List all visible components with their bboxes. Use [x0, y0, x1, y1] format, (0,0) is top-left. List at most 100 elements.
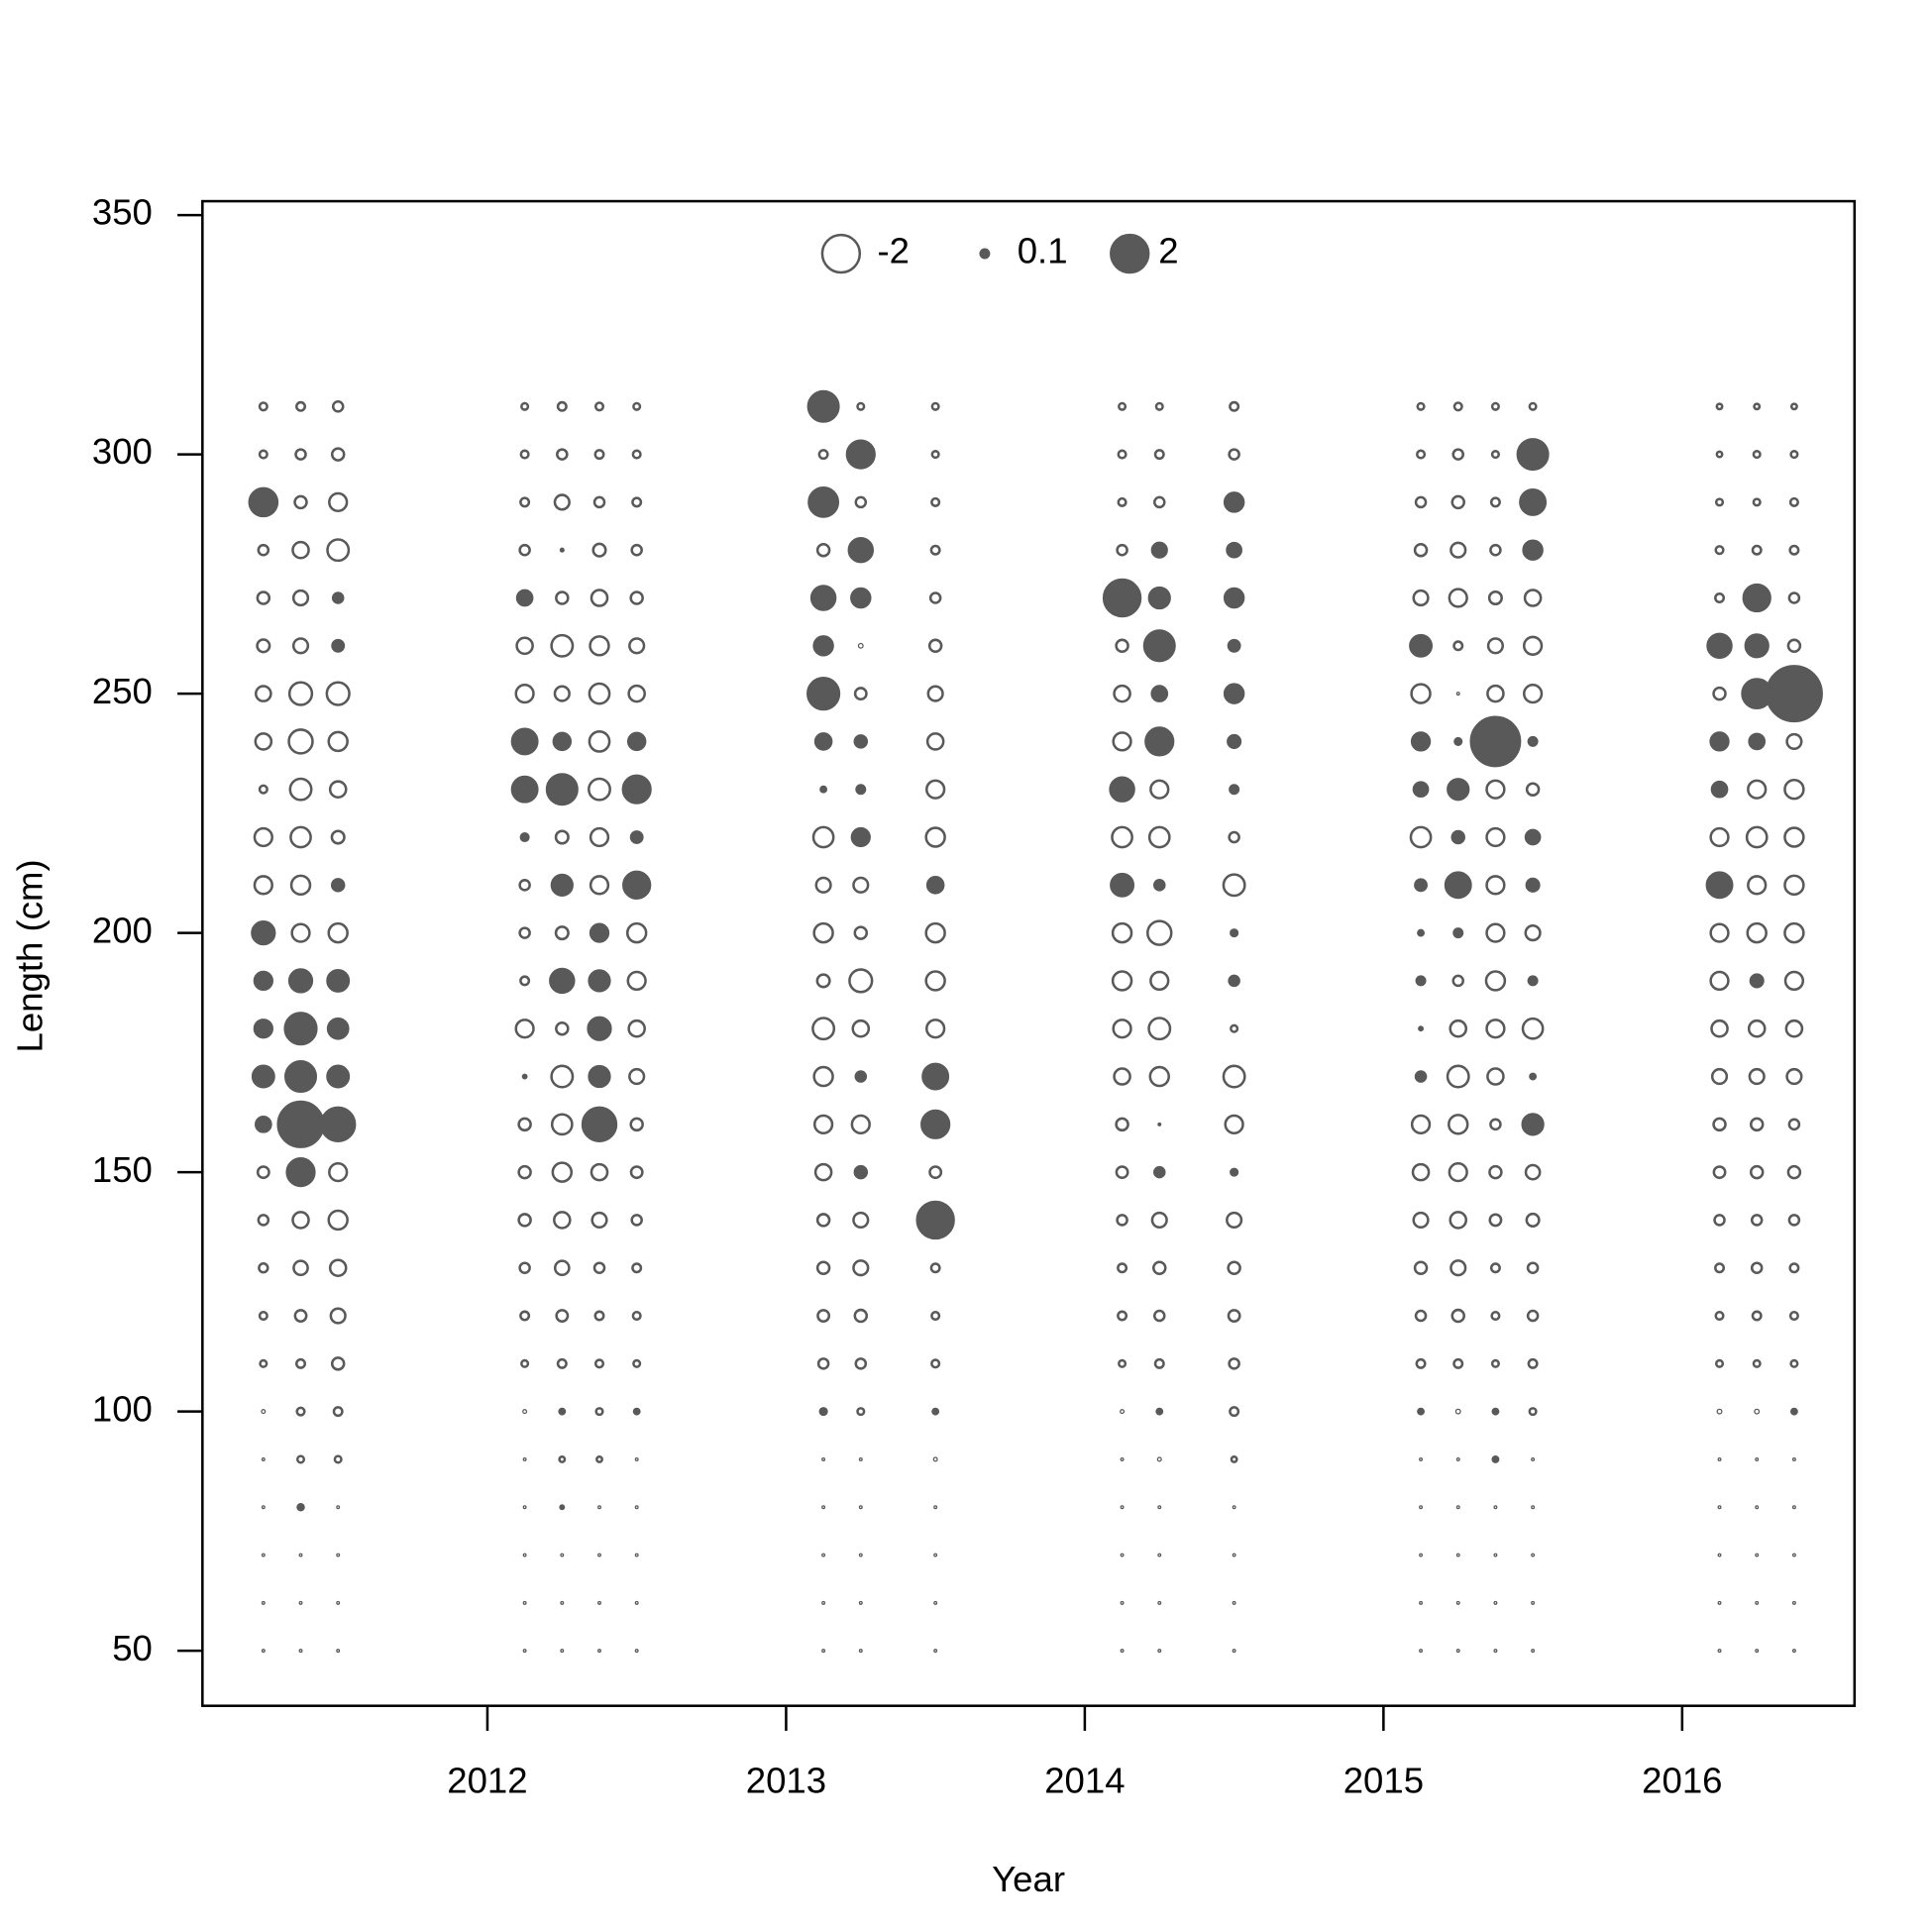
- bubble: [522, 1649, 527, 1654]
- bubble: [256, 638, 271, 654]
- bubble: [1713, 1214, 1726, 1227]
- bubble: [1455, 692, 1460, 697]
- bubble: [1525, 877, 1541, 893]
- bubble: [517, 1164, 532, 1180]
- bubble: [1117, 449, 1127, 460]
- bubble: [1416, 401, 1426, 411]
- bubble: [550, 1064, 575, 1089]
- bubble: [1709, 731, 1730, 752]
- bubble: [1747, 875, 1768, 896]
- bubble: [858, 1649, 863, 1654]
- bubble: [1524, 924, 1542, 942]
- bubble: [1153, 1357, 1165, 1369]
- bubble: [560, 1649, 565, 1654]
- bubble: [1750, 1214, 1764, 1227]
- bubble: [1522, 635, 1544, 656]
- bubble: [261, 1600, 266, 1605]
- bubble: [590, 589, 609, 607]
- bubble: [521, 1073, 528, 1080]
- bubble: [588, 730, 611, 753]
- bubble: [1524, 828, 1542, 846]
- bubble: [1223, 683, 1245, 704]
- bubble: [1150, 541, 1168, 559]
- bubble: [852, 1259, 870, 1277]
- bubble: [815, 542, 831, 558]
- bubble: [1152, 495, 1166, 509]
- bubble: [853, 1164, 869, 1180]
- bubble: [1787, 1214, 1801, 1227]
- bubble: [287, 728, 314, 755]
- bubble: [1789, 450, 1799, 460]
- bubble: [326, 1017, 350, 1040]
- bubble: [930, 496, 941, 507]
- bubble: [597, 1649, 601, 1654]
- bubble: [821, 1553, 826, 1557]
- bubble: [1755, 1649, 1760, 1654]
- bubble: [291, 540, 310, 560]
- bubble: [592, 1261, 606, 1275]
- bubble: [1118, 401, 1127, 411]
- bubble: [927, 638, 943, 654]
- bubble: [330, 1356, 346, 1371]
- bubble: [1753, 402, 1762, 411]
- bubble: [1226, 541, 1242, 559]
- bubble: [597, 1600, 601, 1605]
- bubble: [932, 1456, 938, 1462]
- bubble: [515, 636, 534, 656]
- bubble: [555, 1309, 570, 1323]
- bubble: [812, 1114, 834, 1134]
- bubble: [1414, 1309, 1428, 1323]
- bubble: [1755, 1553, 1760, 1557]
- bubble: [1712, 686, 1727, 701]
- bubble: [336, 1600, 341, 1605]
- bubble: [518, 926, 531, 939]
- bubble: [553, 493, 571, 511]
- bubble: [1752, 450, 1762, 460]
- bubble: [1229, 784, 1240, 796]
- bubble: [924, 970, 946, 992]
- bubble: [1755, 1505, 1760, 1510]
- bubble: [1744, 633, 1770, 659]
- bubble: [1525, 1212, 1541, 1228]
- bubble: [1142, 629, 1176, 663]
- bubble: [1117, 1262, 1128, 1274]
- bubble: [1113, 684, 1131, 703]
- bubble: [560, 1553, 565, 1557]
- bubble: [328, 780, 348, 799]
- bubble: [858, 1505, 863, 1510]
- bubble: [295, 1454, 306, 1464]
- bubble: [261, 1409, 267, 1415]
- bubble: [1714, 497, 1725, 507]
- bubble: [1531, 1649, 1536, 1654]
- bubble: [854, 495, 868, 509]
- bubble: [556, 400, 568, 412]
- bubble: [1229, 1406, 1240, 1418]
- bubble: [1152, 1309, 1166, 1323]
- bubble: [1755, 1600, 1760, 1605]
- bubble: [519, 975, 531, 987]
- bubble: [1232, 1553, 1236, 1557]
- bubble: [1455, 1600, 1460, 1605]
- bubble: [930, 450, 940, 460]
- x-tick-label: 2016: [1642, 1761, 1722, 1801]
- bubble: [522, 1600, 527, 1605]
- bubble: [1488, 1213, 1503, 1228]
- bubble: [1485, 826, 1506, 848]
- bubble: [1410, 731, 1432, 752]
- bubble: [1714, 545, 1725, 556]
- bubble: [1747, 779, 1768, 800]
- bubble: [592, 495, 606, 509]
- bubble: [554, 925, 570, 941]
- bubble: [1111, 970, 1133, 992]
- bubble: [518, 1261, 531, 1275]
- bubble: [1224, 1114, 1244, 1134]
- bubble: [1147, 586, 1171, 610]
- bubble: [1157, 1553, 1162, 1557]
- bubble: [1450, 1308, 1465, 1324]
- bubble: [1156, 1456, 1162, 1462]
- bubble: [1155, 1407, 1164, 1416]
- bubble: [1449, 541, 1467, 559]
- bubble: [261, 1649, 266, 1654]
- bubble: [520, 1358, 530, 1368]
